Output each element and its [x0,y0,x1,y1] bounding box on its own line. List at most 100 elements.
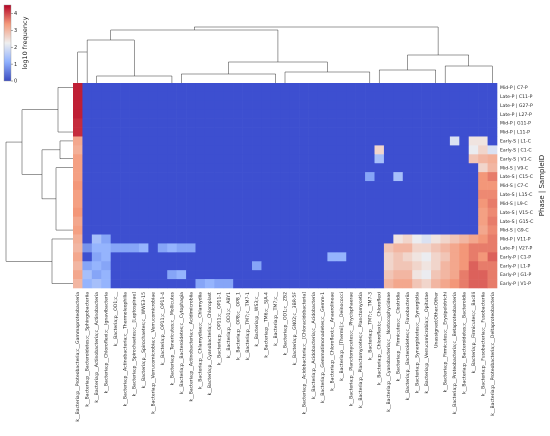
heatmap-cell [317,252,328,262]
heatmap-cell [233,91,243,102]
heatmap-cell [138,243,149,253]
heatmap-cell [120,83,130,93]
heatmap-cell [289,118,300,128]
heatmap-cell [223,216,234,226]
heatmap-cell [82,118,93,128]
heatmap-cell [374,225,385,235]
heatmap-cell [393,279,404,289]
heatmap-cell [242,154,253,164]
heatmap-cell [186,252,196,262]
heatmap-cell [138,127,149,137]
heatmap-cell [186,100,196,111]
heatmap-cell [374,234,385,244]
heatmap-cell [167,261,177,271]
heatmap-cell [468,181,479,191]
heatmap-cell [336,136,347,146]
heatmap-cell [110,154,121,164]
heatmap-cell [195,181,206,191]
column-dendrogram [77,26,493,83]
heatmap-cell [233,181,243,191]
heatmap-cell [280,243,291,253]
heatmap-cell [110,261,121,271]
heatmap-cell [73,91,83,102]
heatmap-cell [82,234,93,244]
heatmap-cell [270,234,281,244]
heatmap-cell [223,261,234,271]
heatmap-cell [374,270,385,280]
heatmap-cell [289,100,300,111]
heatmap-cell [393,83,404,93]
heatmap-cell [110,118,121,128]
heatmap-cell [440,243,451,253]
heatmap-cell [195,100,206,111]
heatmap-cell [365,270,375,280]
heatmap-cell [101,163,111,173]
heatmap-cell [327,83,338,93]
heatmap-cell [308,234,319,244]
heatmap-cell [421,234,432,244]
heatmap-cell [252,216,262,226]
heatmap-cell [393,270,404,280]
heatmap-cell [157,198,168,209]
heatmap-cell [299,216,309,226]
heatmap-cell [468,243,479,253]
heatmap-cell [214,118,225,128]
heatmap-cell [148,127,159,137]
heatmap-cell [468,234,479,244]
heatmap-cell [233,100,243,111]
heatmap-cell [73,181,83,191]
heatmap-cell [261,207,272,217]
heatmap-cell [336,181,347,191]
heatmap-cell [148,243,159,253]
heatmap-cell [252,261,262,271]
heatmap-cell [449,189,460,200]
heatmap-cell [91,100,102,111]
heatmap-cell [280,127,291,137]
heatmap-cell [468,198,479,209]
heatmap-cell [167,100,177,111]
heatmap-cell [355,243,366,253]
heatmap-cell [336,163,347,173]
heatmap-cell [487,118,498,128]
heatmap-cell [242,109,253,119]
heatmap-cell [195,136,206,146]
row-tick-label: Late-S | C15-C [500,174,533,180]
heatmap-cell [214,83,225,93]
heatmap-cell [449,270,460,280]
heatmap-cell [412,198,422,209]
heatmap-cell [176,154,187,164]
heatmap-cell [289,181,300,191]
heatmap-cell [299,225,309,235]
heatmap-cell [204,207,215,217]
heatmap-cell [336,243,347,253]
heatmap-cell [129,234,140,244]
heatmap-cell [299,243,309,253]
heatmap-cell [186,189,196,200]
heatmap-cell [176,216,187,226]
heatmap-cell [129,154,140,164]
heatmap-cell [468,207,479,217]
heatmap-cell [336,172,347,182]
heatmap-cell [214,109,225,119]
heatmap-cell [157,270,168,280]
heatmap-cell [459,252,470,262]
heatmap-cell [440,279,451,289]
heatmap-cell [167,234,177,244]
heatmap-cell [252,118,262,128]
heatmap-cell [393,243,404,253]
heatmap-cell [317,91,328,102]
heatmap-cell [317,198,328,209]
dendrogram-link [5,141,52,262]
heatmap-cell [365,181,375,191]
heatmap-cell [261,252,272,262]
heatmap-cell [383,109,394,119]
heatmap-cell [289,172,300,182]
heatmap-cell [82,198,93,209]
heatmap-cell [393,216,404,226]
heatmap-cell [204,225,215,235]
heatmap-cell [261,100,272,111]
heatmap-cell [383,154,394,164]
heatmap-cell [252,189,262,200]
heatmap-cell [346,243,356,253]
